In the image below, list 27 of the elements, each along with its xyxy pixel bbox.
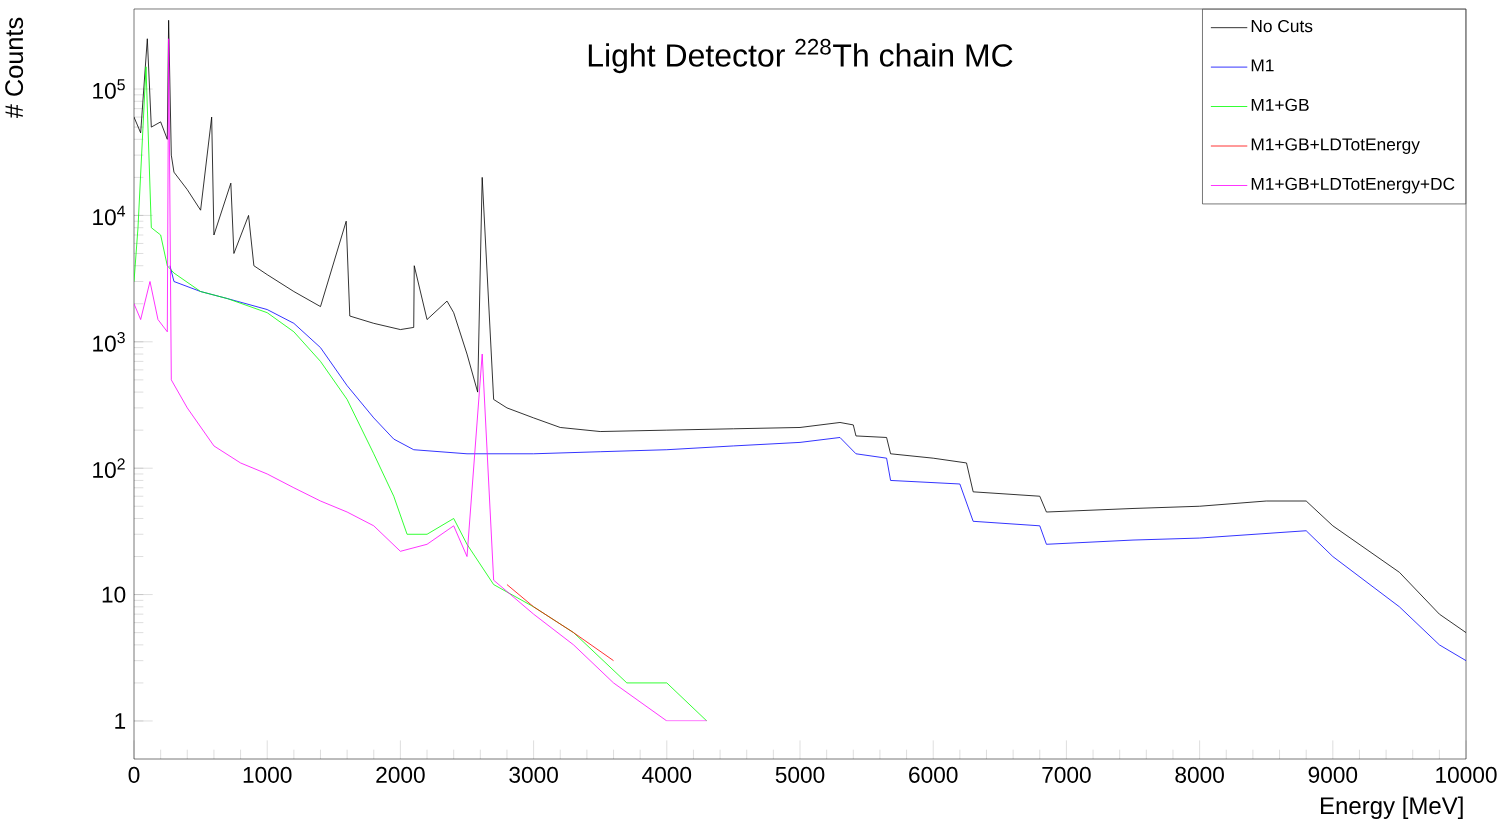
x-axis-title: Energy [MeV] bbox=[1320, 796, 1463, 819]
legend-label: M1+GB+LDTotEnergy bbox=[1251, 138, 1420, 154]
x-tick-label: 3000 bbox=[509, 766, 558, 783]
x-tick-label: 2000 bbox=[376, 766, 425, 783]
x-tick-label: 10000 bbox=[1436, 766, 1497, 783]
text: Light Detector $^{228}$Th chain MC bbox=[588, 38, 1013, 74]
line-series bbox=[169, 265, 1467, 662]
x-tick-label: 9000 bbox=[1308, 766, 1358, 783]
x-tick-label: 1000 bbox=[243, 766, 292, 783]
x-tick-label: 7000 bbox=[1042, 766, 1091, 783]
legend-label: M1+GB bbox=[1251, 98, 1309, 112]
x-tick-label: 8000 bbox=[1175, 766, 1224, 783]
legend-label: No Cuts bbox=[1251, 19, 1313, 33]
y-tick-label: 10$^{2}$ bbox=[93, 458, 125, 479]
x-tick-label: 5000 bbox=[775, 766, 825, 783]
x-tick-label: 0 bbox=[128, 766, 140, 783]
line-series bbox=[506, 584, 614, 662]
legend-label: M1 bbox=[1251, 59, 1274, 72]
y-tick-label: 10$^{4}$ bbox=[93, 205, 126, 226]
y-tick-label: 10$^{3}$ bbox=[93, 331, 125, 352]
y-axis-title: # Counts bbox=[5, 17, 24, 119]
x-tick-label: 4000 bbox=[642, 766, 692, 783]
y-tick-label: 10 bbox=[102, 586, 126, 603]
y-tick-label: 10$^{5}$ bbox=[93, 79, 125, 99]
x-tick-label: 6000 bbox=[909, 766, 958, 783]
y-tick-label: 1 bbox=[115, 713, 126, 729]
legend-label: M1+GB+LDTotEnergy+DC bbox=[1251, 177, 1455, 194]
